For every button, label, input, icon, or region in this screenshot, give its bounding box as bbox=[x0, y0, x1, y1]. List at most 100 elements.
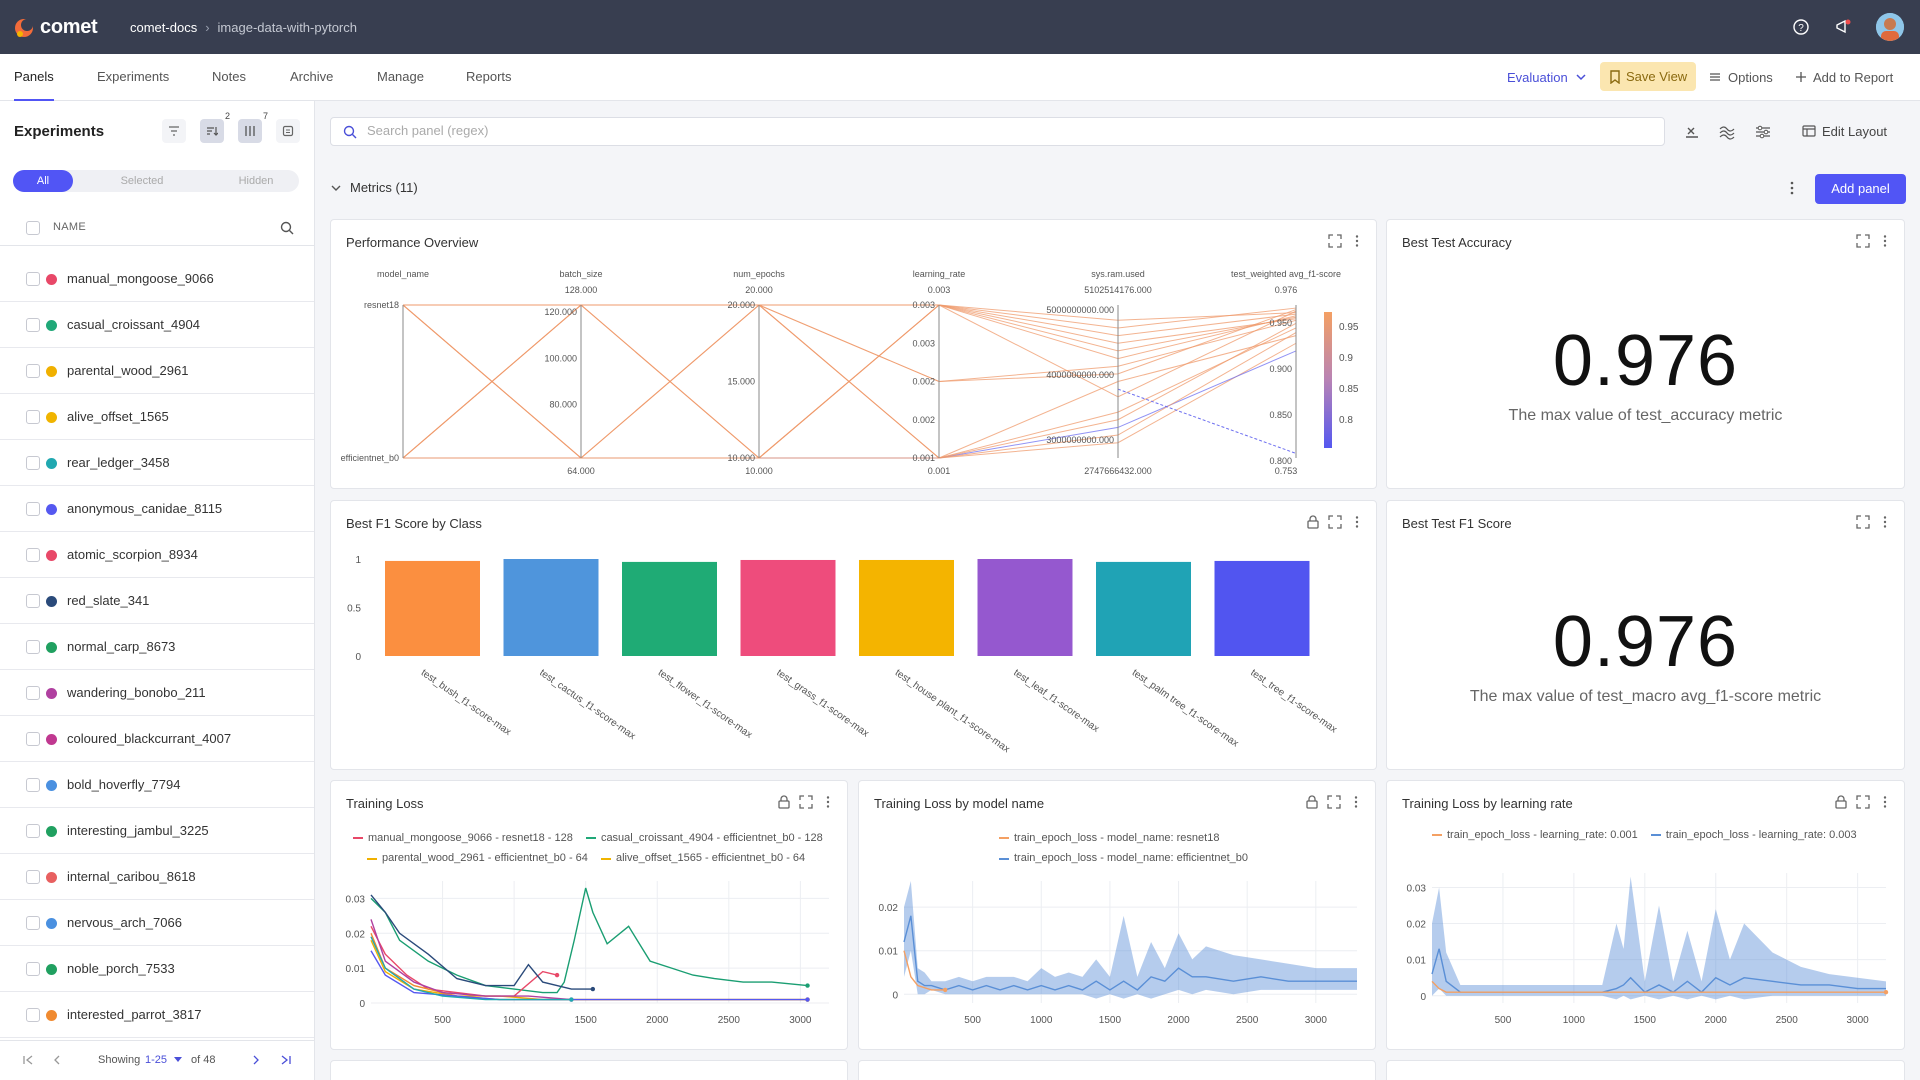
list-item[interactable]: parental_wood_2961 bbox=[0, 348, 314, 394]
list-item[interactable]: atomic_scorpion_8934 bbox=[0, 532, 314, 578]
group-button[interactable] bbox=[276, 119, 300, 143]
experiment-name[interactable]: manual_mongoose_9066 bbox=[67, 271, 214, 286]
section-more-icon[interactable] bbox=[1785, 180, 1799, 196]
lock-icon[interactable] bbox=[777, 795, 791, 809]
prev-page-icon[interactable] bbox=[51, 1054, 63, 1066]
segment-selected[interactable]: Selected bbox=[120, 175, 164, 187]
row-checkbox[interactable] bbox=[26, 1008, 40, 1022]
list-item[interactable]: interested_parrot_3817 bbox=[0, 992, 314, 1038]
loss-by-model-chart[interactable]: 0 0.01 0.02 500 1000 1500 2000 2500 3000 bbox=[859, 781, 1377, 1051]
tab-reports[interactable]: Reports bbox=[466, 69, 512, 84]
list-item[interactable]: alive_offset_1565 bbox=[0, 394, 314, 440]
list-item[interactable]: normal_carp_8673 bbox=[0, 624, 314, 670]
row-checkbox[interactable] bbox=[26, 778, 40, 792]
tab-experiments[interactable]: Experiments bbox=[97, 69, 170, 84]
sort-button[interactable]: 2 bbox=[200, 111, 230, 143]
lock-icon[interactable] bbox=[1305, 795, 1319, 809]
legend-item[interactable]: train_epoch_loss - learning_rate: 0.001 bbox=[1432, 829, 1638, 841]
list-item[interactable]: red_slate_341 bbox=[0, 578, 314, 624]
legend-item[interactable]: parental_wood_2961 - efficientnet_b0 - 6… bbox=[367, 849, 588, 868]
segment-all[interactable]: All bbox=[13, 170, 73, 192]
experiment-name[interactable]: atomic_scorpion_8934 bbox=[67, 547, 198, 562]
expand-icon[interactable] bbox=[1328, 515, 1342, 529]
list-item[interactable]: nervous_arch_7066 bbox=[0, 900, 314, 946]
training-loss-chart[interactable]: 0 0.01 0.02 0.03 500 1000 1500 2000 2500 3000 bbox=[331, 781, 849, 1051]
experiment-name[interactable]: internal_caribou_8618 bbox=[67, 869, 196, 884]
breadcrumb-workspace[interactable]: comet-docs bbox=[130, 19, 198, 35]
options-button[interactable]: Options bbox=[1708, 62, 1773, 92]
row-checkbox[interactable] bbox=[26, 594, 40, 608]
announcement-icon[interactable] bbox=[1834, 18, 1852, 36]
x-axis-icon[interactable] bbox=[1683, 123, 1701, 141]
filter-button[interactable] bbox=[162, 119, 186, 143]
help-icon[interactable]: ? bbox=[1792, 18, 1810, 36]
legend-item[interactable]: alive_offset_1565 - efficientnet_b0 - 64 bbox=[600, 849, 805, 868]
more-icon[interactable] bbox=[1349, 795, 1363, 809]
more-icon[interactable] bbox=[1350, 234, 1364, 248]
experiment-name[interactable]: wandering_bonobo_211 bbox=[67, 685, 206, 700]
experiment-name[interactable]: rear_ledger_3458 bbox=[67, 455, 170, 470]
more-icon[interactable] bbox=[821, 795, 835, 809]
more-icon[interactable] bbox=[1878, 515, 1892, 529]
row-checkbox[interactable] bbox=[26, 318, 40, 332]
last-page-icon[interactable] bbox=[280, 1054, 292, 1066]
smoothing-icon[interactable] bbox=[1718, 123, 1736, 141]
expand-icon[interactable] bbox=[1856, 795, 1870, 809]
save-view-button[interactable]: Save View bbox=[1600, 62, 1697, 91]
expand-icon[interactable] bbox=[799, 795, 813, 809]
experiment-name[interactable]: parental_wood_2961 bbox=[67, 363, 189, 378]
add-panel-button[interactable]: Add panel bbox=[1815, 174, 1906, 204]
list-item[interactable]: anonymous_canidae_8115 bbox=[0, 486, 314, 532]
row-checkbox[interactable] bbox=[26, 410, 40, 424]
search-icon[interactable] bbox=[280, 221, 294, 235]
row-checkbox[interactable] bbox=[26, 456, 40, 470]
settings-sliders-icon[interactable] bbox=[1754, 123, 1772, 141]
tab-archive[interactable]: Archive bbox=[290, 69, 334, 84]
legend-item[interactable]: train_epoch_loss - model_name: efficient… bbox=[999, 849, 1248, 868]
list-item[interactable]: interesting_jambul_3225 bbox=[0, 808, 314, 854]
select-all-checkbox[interactable] bbox=[26, 221, 40, 235]
list-item[interactable]: casual_croissant_4904 bbox=[0, 302, 314, 348]
experiment-name[interactable]: noble_porch_7533 bbox=[67, 961, 175, 976]
columns-button[interactable]: 7 bbox=[238, 111, 268, 143]
lock-icon[interactable] bbox=[1306, 515, 1320, 529]
row-checkbox[interactable] bbox=[26, 272, 40, 286]
lock-icon[interactable] bbox=[1834, 795, 1848, 809]
legend-item[interactable]: train_epoch_loss - learning_rate: 0.003 bbox=[1650, 829, 1857, 841]
list-item[interactable]: wandering_bonobo_211 bbox=[0, 670, 314, 716]
row-checkbox[interactable] bbox=[26, 548, 40, 562]
edit-layout-button[interactable]: Edit Layout bbox=[1802, 117, 1887, 145]
expand-icon[interactable] bbox=[1327, 795, 1341, 809]
row-checkbox[interactable] bbox=[26, 824, 40, 838]
page-range-select[interactable]: 1-25 bbox=[145, 1054, 168, 1066]
experiment-name[interactable]: anonymous_canidae_8115 bbox=[67, 501, 223, 516]
loss-by-lr-chart[interactable]: 0 0.01 0.02 0.03 500 1000 1500 2000 2500 3000 bbox=[1387, 781, 1906, 1051]
metrics-section-header[interactable]: Metrics (11) bbox=[330, 180, 418, 195]
row-checkbox[interactable] bbox=[26, 732, 40, 746]
legend-item[interactable]: train_epoch_loss - model_name: resnet18 bbox=[999, 829, 1219, 848]
row-checkbox[interactable] bbox=[26, 364, 40, 378]
expand-icon[interactable] bbox=[1328, 234, 1342, 248]
row-checkbox[interactable] bbox=[26, 640, 40, 654]
experiment-name[interactable]: nervous_arch_7066 bbox=[67, 915, 182, 930]
name-column-header[interactable]: NAME bbox=[53, 221, 86, 233]
experiment-name[interactable]: red_slate_341 bbox=[67, 593, 150, 608]
tab-notes[interactable]: Notes bbox=[212, 69, 246, 84]
list-item[interactable]: coloured_blackcurrant_4007 bbox=[0, 716, 314, 762]
avatar[interactable] bbox=[1876, 13, 1904, 41]
experiment-name[interactable]: normal_carp_8673 bbox=[67, 639, 176, 654]
list-item[interactable]: noble_porch_7533 bbox=[0, 946, 314, 992]
breadcrumb-project[interactable]: image-data-with-pytorch bbox=[217, 19, 357, 35]
row-checkbox[interactable] bbox=[26, 870, 40, 884]
add-to-report-button[interactable]: Add to Report bbox=[1795, 62, 1893, 92]
experiment-name[interactable]: interesting_jambul_3225 bbox=[67, 823, 209, 838]
legend-item[interactable]: casual_croissant_4904 - efficientnet_b0 … bbox=[585, 829, 823, 848]
search-input[interactable] bbox=[367, 123, 1267, 138]
list-item[interactable]: rear_ledger_3458 bbox=[0, 440, 314, 486]
panel-search[interactable] bbox=[330, 117, 1665, 146]
expand-icon[interactable] bbox=[1856, 515, 1870, 529]
row-checkbox[interactable] bbox=[26, 916, 40, 930]
experiment-name[interactable]: bold_hoverfly_7794 bbox=[67, 777, 181, 792]
next-page-icon[interactable] bbox=[250, 1054, 262, 1066]
row-checkbox[interactable] bbox=[26, 502, 40, 516]
